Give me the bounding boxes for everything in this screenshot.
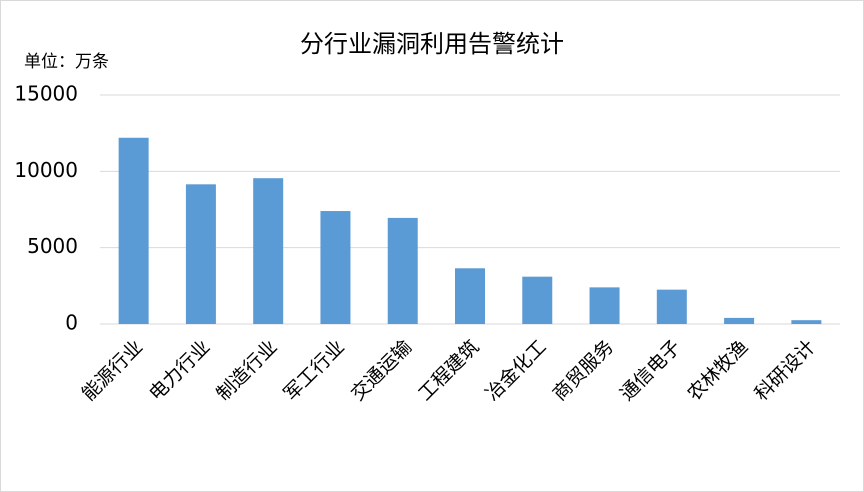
bar — [253, 178, 284, 324]
y-tick-label: 0 — [65, 311, 78, 335]
bar — [589, 287, 620, 324]
bar — [387, 217, 418, 324]
bar — [455, 268, 485, 324]
bar — [656, 289, 687, 324]
y-tick-label: 10000 — [14, 158, 78, 182]
bar — [118, 137, 149, 324]
y-tick-label: 15000 — [14, 82, 78, 106]
bar — [185, 184, 216, 324]
y-tick-label: 5000 — [27, 234, 78, 258]
bar — [791, 320, 822, 324]
unit-label: 单位：万条 — [24, 52, 109, 72]
bar — [320, 211, 351, 324]
bar — [522, 276, 553, 324]
chart-title: 分行业漏洞利用告警统计 — [300, 30, 564, 58]
bar — [724, 317, 755, 324]
